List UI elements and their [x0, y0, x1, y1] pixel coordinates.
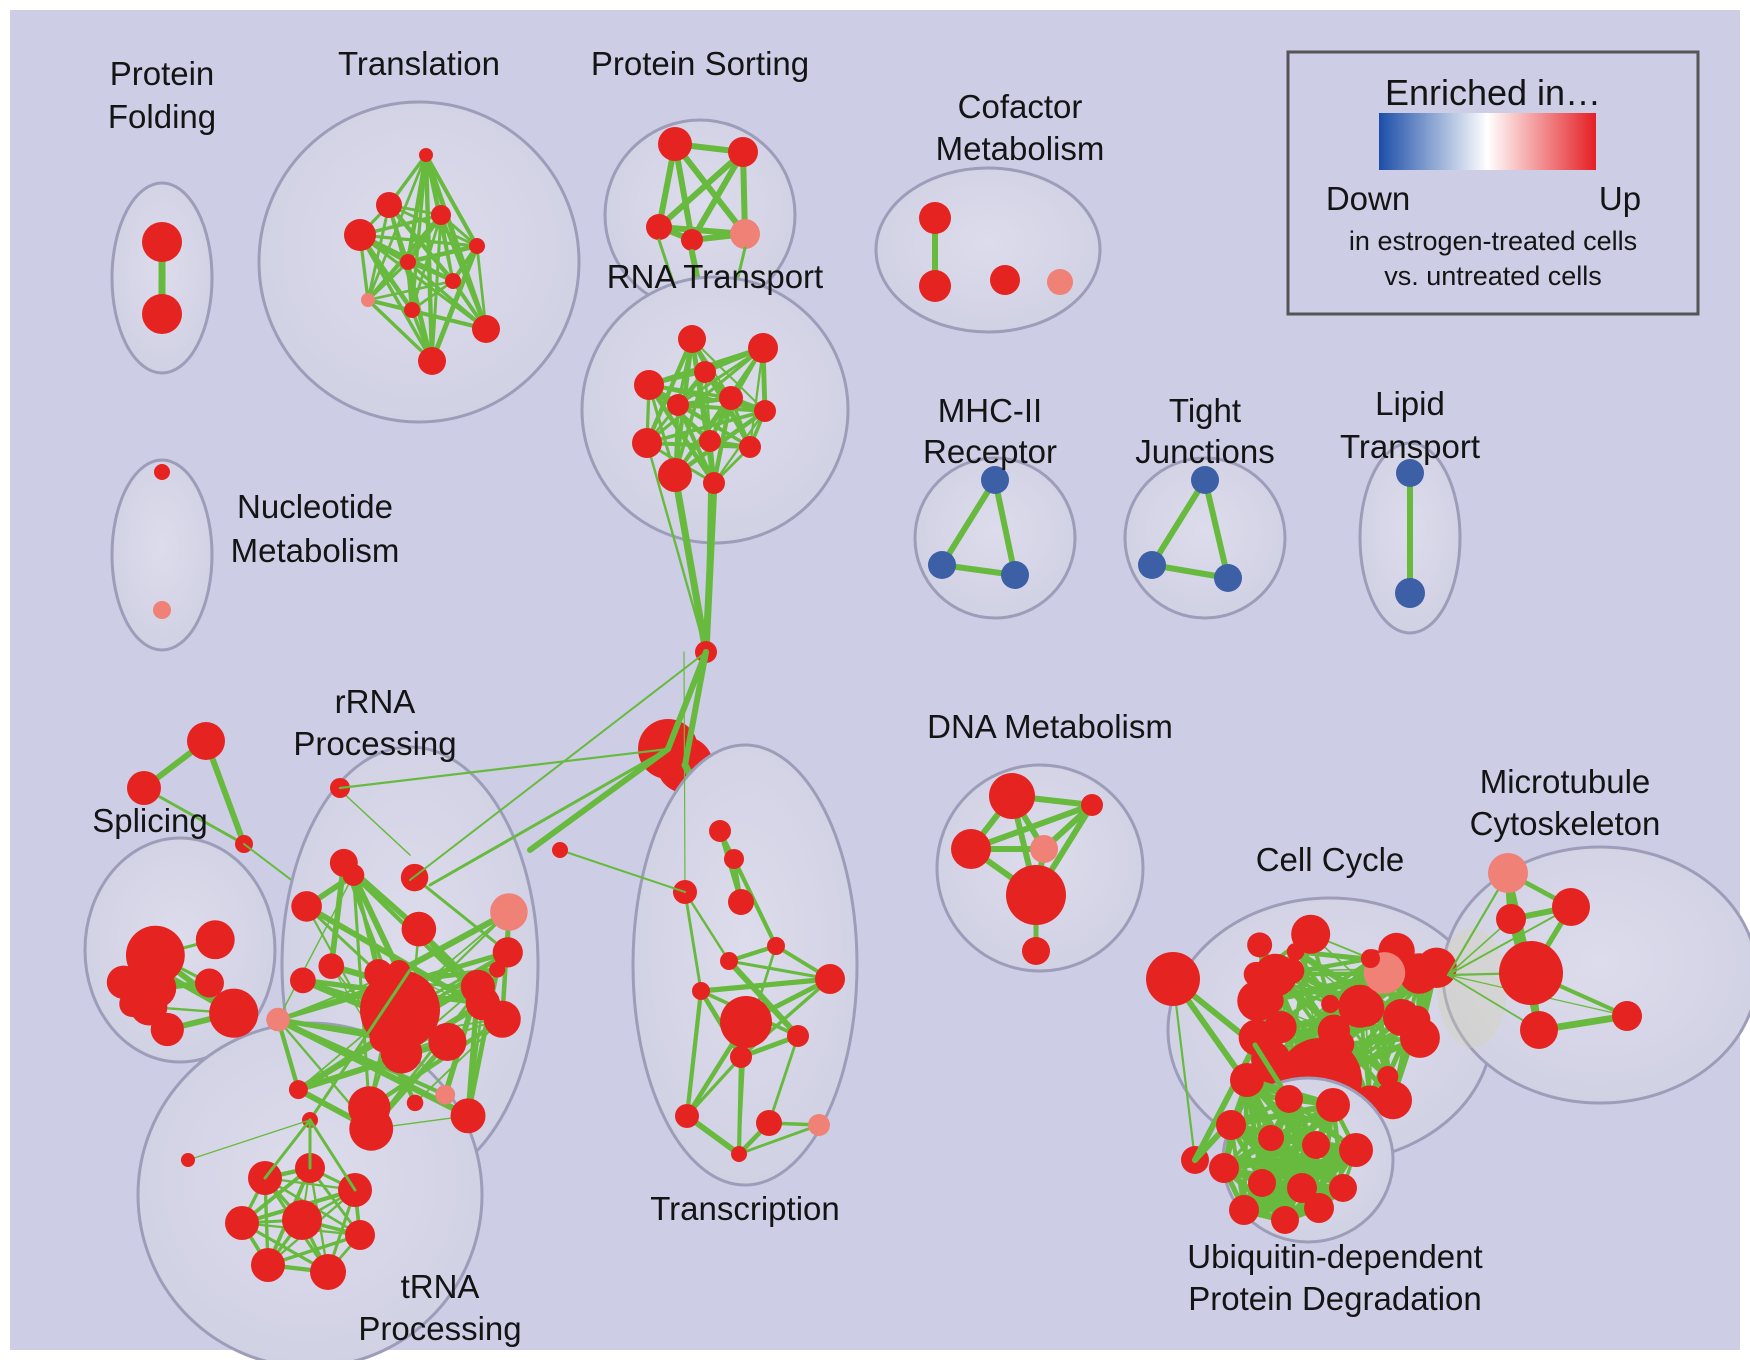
- svg-text:Up: Up: [1599, 180, 1641, 217]
- svg-text:rRNA: rRNA: [335, 683, 416, 720]
- svg-text:in estrogen-treated cells: in estrogen-treated cells: [1349, 226, 1637, 256]
- svg-text:Splicing: Splicing: [92, 802, 208, 839]
- svg-text:tRNA: tRNA: [401, 1268, 480, 1305]
- svg-text:MHC-II: MHC-II: [938, 392, 1042, 429]
- svg-text:Protein Degradation: Protein Degradation: [1188, 1280, 1482, 1317]
- svg-text:RNA Transport: RNA Transport: [607, 258, 823, 295]
- svg-text:Transport: Transport: [1340, 428, 1480, 465]
- svg-text:Transcription: Transcription: [650, 1190, 840, 1227]
- svg-text:Cytoskeleton: Cytoskeleton: [1470, 805, 1661, 842]
- svg-text:vs. untreated cells: vs. untreated cells: [1384, 261, 1602, 291]
- svg-text:Translation: Translation: [338, 45, 500, 82]
- svg-text:Cell Cycle: Cell Cycle: [1256, 841, 1405, 878]
- svg-text:Cofactor: Cofactor: [958, 88, 1083, 125]
- svg-text:Tight: Tight: [1169, 392, 1241, 429]
- svg-text:Junctions: Junctions: [1135, 433, 1274, 470]
- svg-text:Protein: Protein: [110, 55, 215, 92]
- svg-text:Microtubule: Microtubule: [1480, 763, 1651, 800]
- svg-text:DNA Metabolism: DNA Metabolism: [927, 708, 1173, 745]
- svg-text:Processing: Processing: [293, 725, 456, 762]
- svg-text:Lipid: Lipid: [1375, 385, 1445, 422]
- svg-text:Ubiquitin-dependent: Ubiquitin-dependent: [1187, 1238, 1482, 1275]
- svg-text:Processing: Processing: [358, 1310, 521, 1347]
- svg-text:Folding: Folding: [108, 98, 216, 135]
- svg-text:Protein Sorting: Protein Sorting: [591, 45, 809, 82]
- svg-text:Nucleotide: Nucleotide: [237, 488, 393, 525]
- svg-text:Enriched in…: Enriched in…: [1385, 72, 1601, 113]
- svg-text:Metabolism: Metabolism: [936, 130, 1105, 167]
- svg-text:Receptor: Receptor: [923, 433, 1057, 470]
- svg-text:Down: Down: [1326, 180, 1410, 217]
- svg-text:Metabolism: Metabolism: [231, 532, 400, 569]
